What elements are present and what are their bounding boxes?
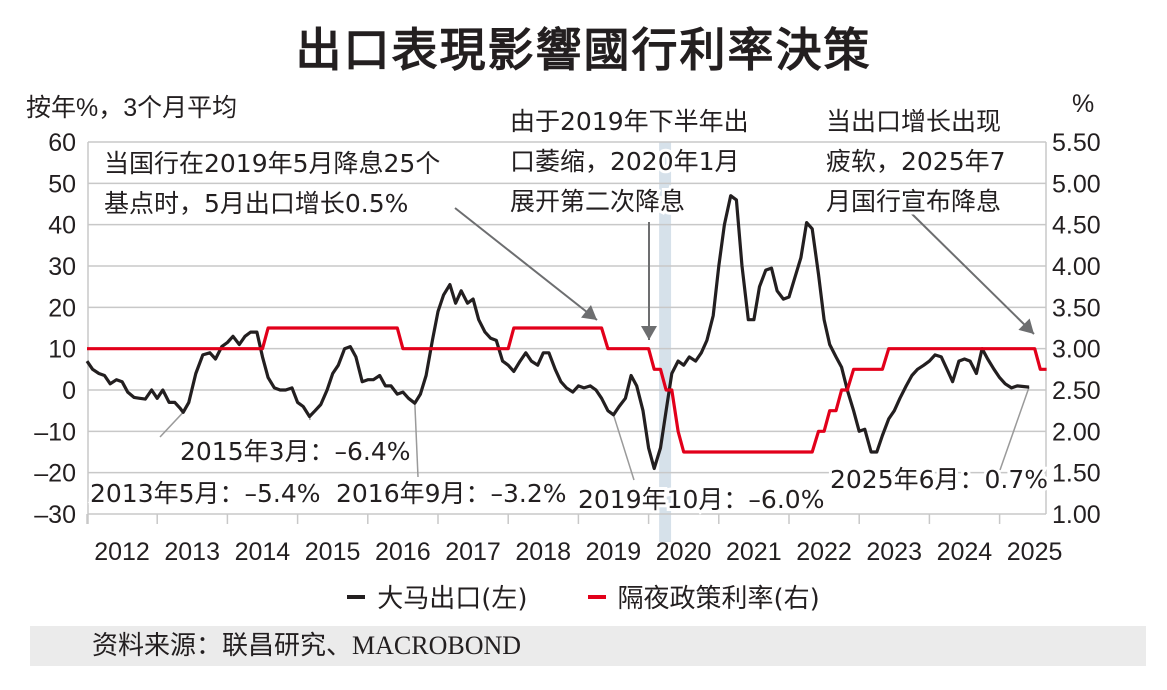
right-y-axis: 5.50 5.00 4.50 4.00 3.50 3.00 2.50 2.00 1.50 1.00	[1052, 129, 1101, 529]
data-label-2015-03: 2015年3月：–6.4%	[180, 437, 411, 466]
data-label-2019-10: 2019年10月：–6.0%	[578, 485, 824, 514]
left-tick-label: 20	[48, 294, 76, 322]
x-tick-label: 2020	[656, 538, 712, 566]
right-tick-label: 4.50	[1052, 212, 1101, 240]
legend-item-opr: 隔夜政策利率(右)	[587, 578, 820, 615]
label-leader-line	[159, 411, 184, 438]
left-tick-label: 60	[48, 129, 76, 157]
left-tick-label: 10	[48, 336, 76, 364]
x-tick-label: 2024	[937, 538, 993, 566]
label-leader-line	[612, 414, 635, 481]
annotation-2020-jan-cut: 由于2019年下半年出	[510, 107, 749, 136]
annotation-2020-jan-cut: 展开第二次降息	[510, 187, 685, 216]
arrow-head-icon	[1018, 318, 1034, 334]
annotation-leaders	[159, 207, 1035, 481]
right-tick-label: 4.00	[1052, 253, 1101, 281]
annotation-2020-jan-cut: 口萎缩，2020年1月	[510, 147, 740, 176]
right-tick-label: 5.00	[1052, 170, 1101, 198]
annotation-2019-may-cut: 基点时，5月出口增长0.5%	[104, 189, 408, 218]
source-bar: 资料来源：联昌研究、MACROBOND	[30, 626, 1146, 666]
data-label-2016-09: 2016年9月：–3.2%	[336, 479, 567, 508]
recession-band	[659, 142, 672, 542]
x-tick-label: 2023	[866, 538, 922, 566]
x-tick-label: 2025	[1007, 538, 1063, 566]
right-tick-label: 2.50	[1052, 377, 1101, 405]
data-label-2013-05: 2013年5月：–5.4%	[90, 479, 321, 508]
x-tick-label: 2017	[445, 538, 501, 566]
x-axis: 2012 2013 2014 2015 2016 2017 2018 2019 2020 2021…	[86, 514, 1063, 566]
x-tick-label: 2018	[515, 538, 571, 566]
annotation-2019-may-cut: 当国行在2019年5月降息25个	[104, 149, 440, 178]
right-tick-label: 3.50	[1052, 294, 1101, 322]
gridlines	[88, 141, 1046, 515]
legend-item-exports: 大马出口(左)	[347, 578, 528, 615]
arrow-head-icon	[641, 326, 657, 340]
left-tick-label: 30	[48, 253, 76, 281]
annotation-2025-jul-cut: 当出口增长出现	[826, 107, 1001, 136]
x-tick-label: 2013	[164, 538, 220, 566]
x-tick-label: 2021	[726, 538, 782, 566]
right-tick-label: 5.50	[1052, 129, 1101, 157]
annotation-2025-jul-cut: 疲软，2025年7	[826, 147, 1006, 176]
label-leader-line	[999, 386, 1030, 471]
x-tick-label: 2016	[375, 538, 431, 566]
exports-line	[85, 194, 1030, 471]
right-tick-label: 2.00	[1052, 418, 1101, 446]
legend-label-exports: 大马出口(左)	[377, 584, 528, 614]
left-tick-label: –20	[34, 460, 76, 488]
right-tick-label: 1.50	[1052, 460, 1101, 488]
data-label-2025-06: 2025年6月：0.7%	[830, 465, 1048, 494]
plot-frame	[87, 142, 1047, 524]
arrow-head-icon	[581, 305, 597, 320]
x-tick-label: 2015	[305, 538, 361, 566]
legend: 大马出口(左) 隔夜政策利率(右)	[0, 578, 1167, 615]
left-tick-label: –10	[34, 418, 76, 446]
x-tick-label: 2012	[94, 538, 150, 566]
x-tick-label: 2022	[796, 538, 852, 566]
exports-swatch	[347, 594, 366, 599]
chart-title: 出口表現影響國行利率決策	[295, 23, 872, 77]
annotation-2025-jul-cut: 月国行宣布降息	[826, 187, 1001, 216]
opr-swatch	[587, 594, 606, 599]
legend-label-opr: 隔夜政策利率(右)	[617, 584, 820, 614]
opr-line	[87, 326, 1047, 454]
left-y-axis: 60 50 40 30 20 10 0 –10 –20 –30	[34, 129, 76, 529]
right-axis-label: %	[1072, 90, 1095, 118]
arrow-2025-jul	[911, 213, 1035, 335]
left-tick-label: 0	[62, 377, 76, 405]
x-tick-label: 2019	[586, 538, 642, 566]
left-tick-label: –30	[34, 501, 76, 529]
arrow-2019-may	[454, 207, 598, 321]
x-tick-label: 2014	[235, 538, 291, 566]
left-tick-label: 50	[48, 170, 76, 198]
left-axis-label: 按年%，3个月平均	[26, 94, 238, 122]
label-leader-line	[414, 403, 419, 478]
source-text: 资料来源：联昌研究、MACROBOND	[92, 631, 522, 660]
left-tick-label: 40	[48, 212, 76, 240]
right-tick-label: 3.00	[1052, 336, 1101, 364]
right-tick-label: 1.00	[1052, 501, 1101, 529]
shaded-band	[659, 142, 672, 542]
series-lines	[85, 194, 1047, 471]
